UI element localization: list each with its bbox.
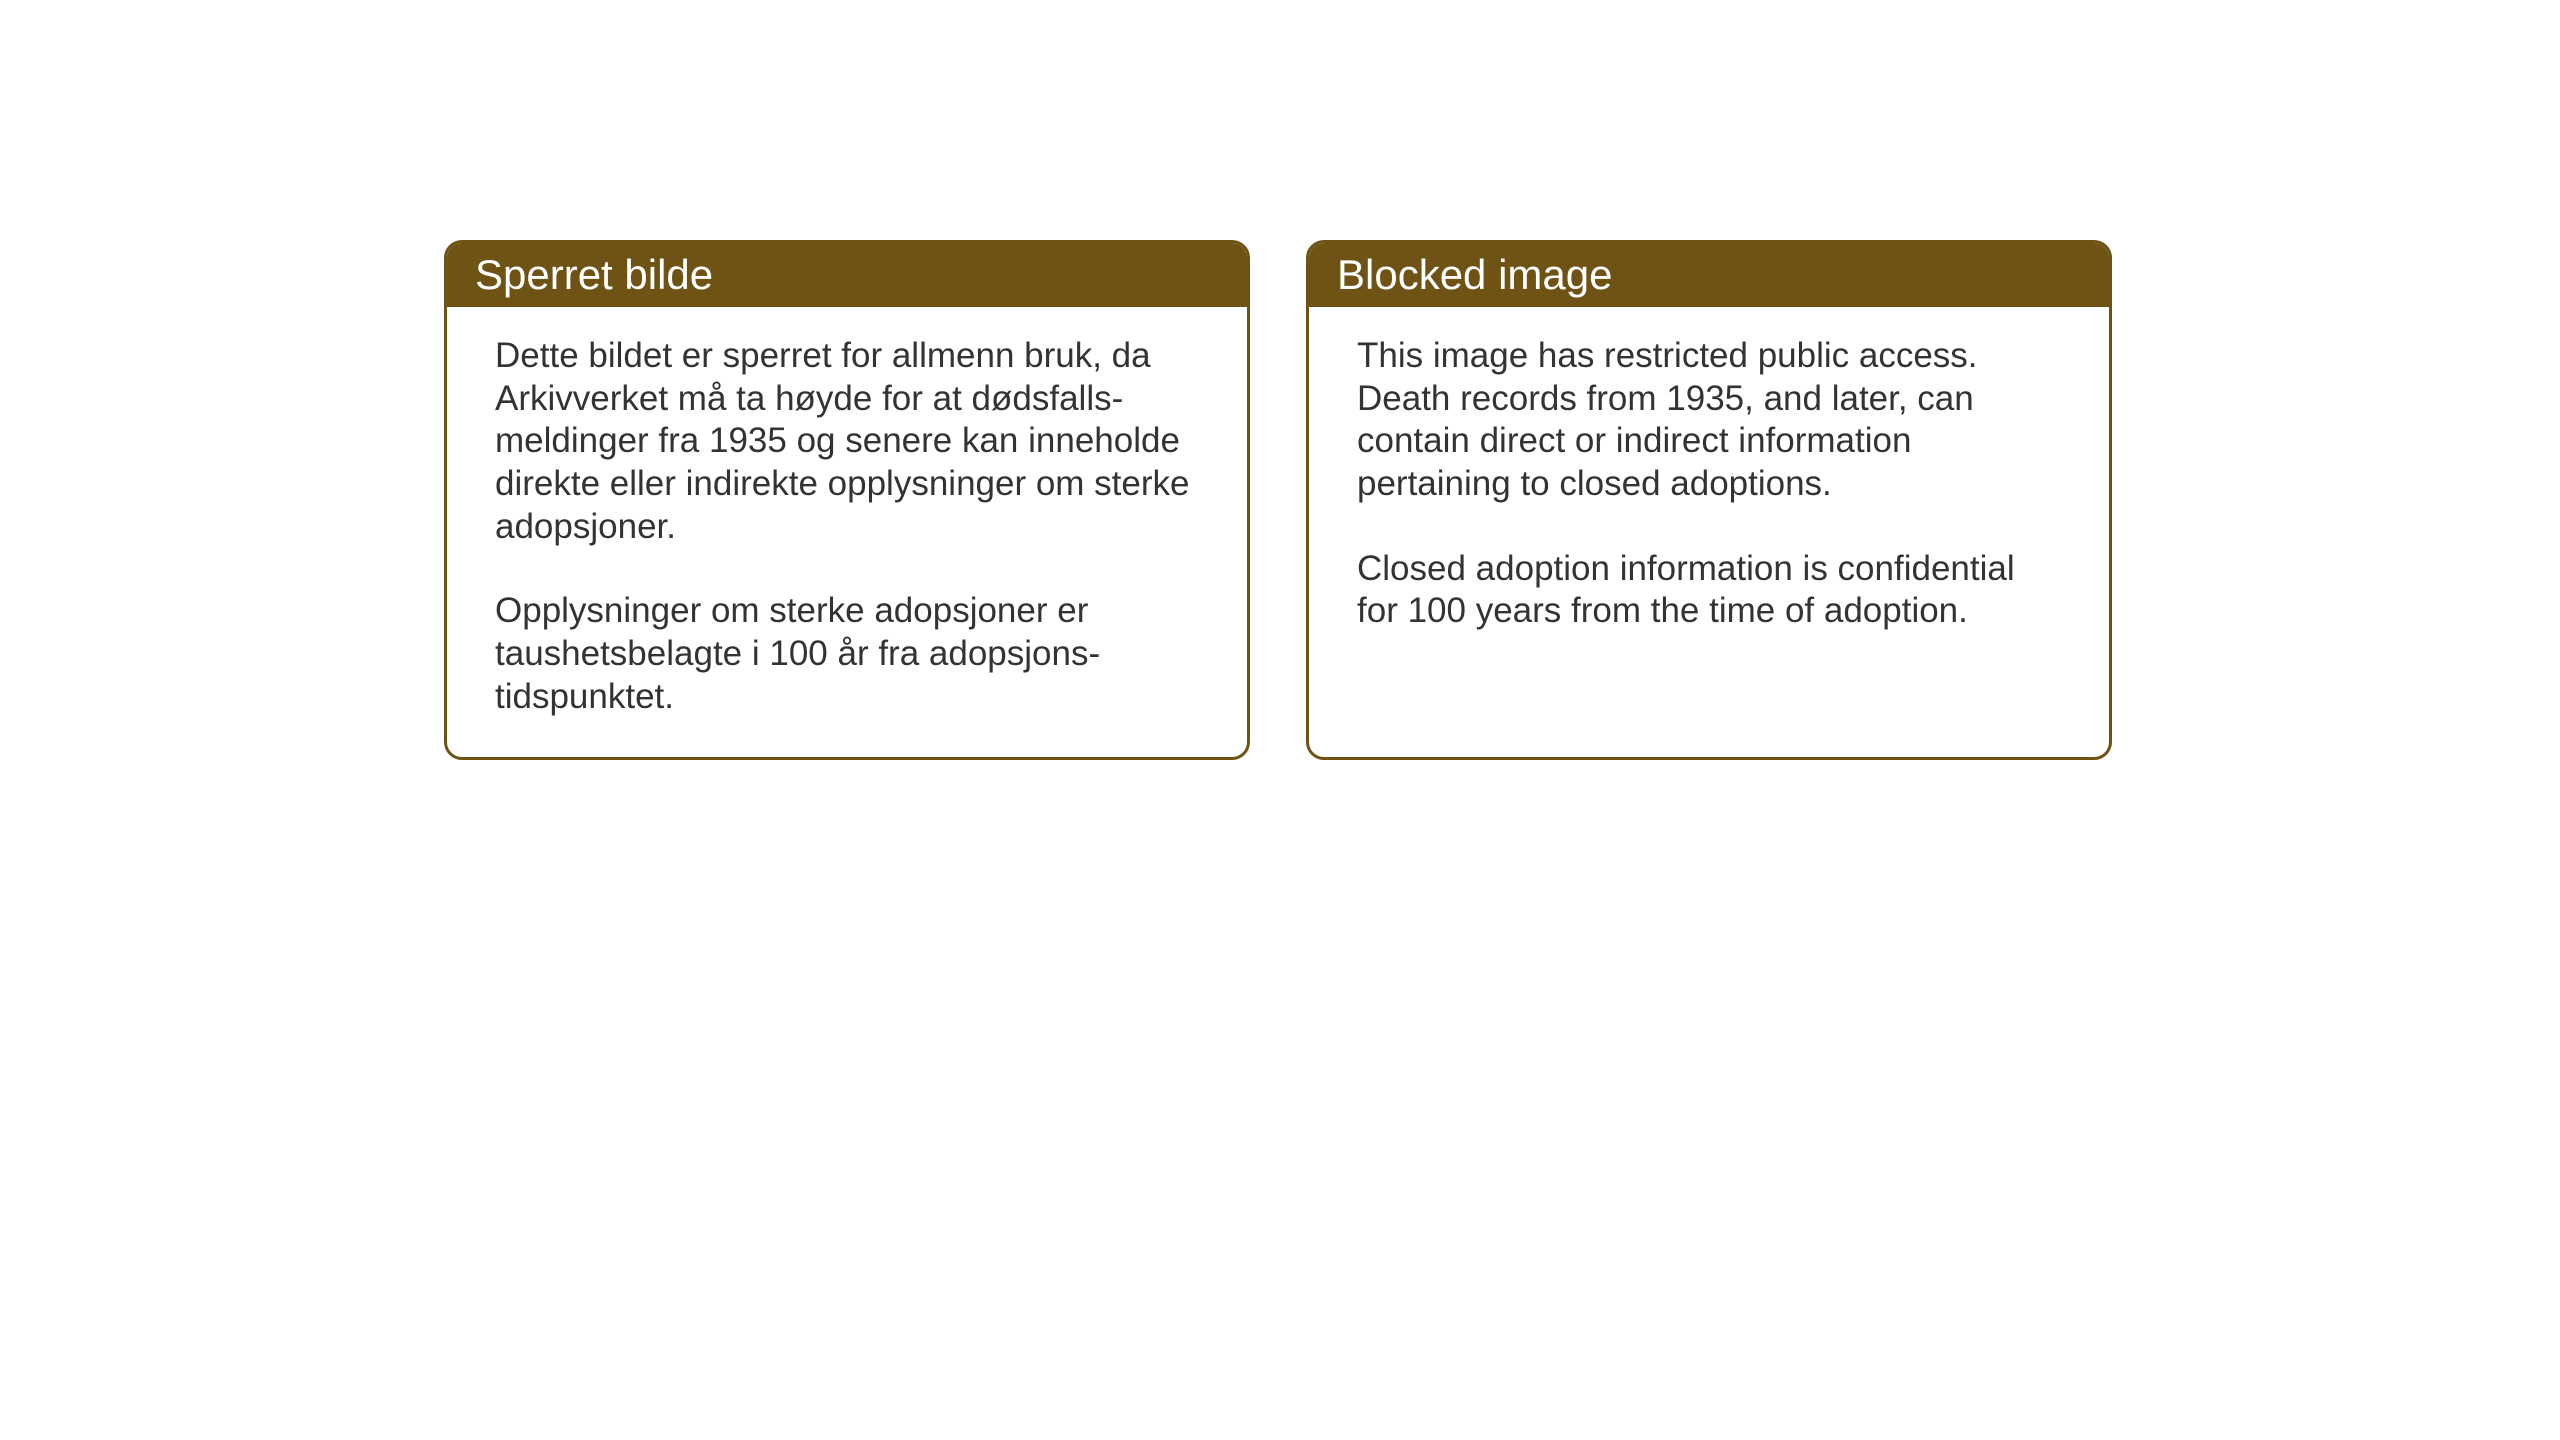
- card-norwegian: Sperret bilde Dette bildet er sperret fo…: [444, 240, 1250, 760]
- card-header-norwegian: Sperret bilde: [447, 243, 1247, 307]
- card-paragraph: Closed adoption information is confident…: [1357, 548, 2061, 633]
- card-title: Blocked image: [1337, 251, 1612, 298]
- card-body-norwegian: Dette bildet er sperret for allmenn bruk…: [447, 307, 1247, 757]
- cards-container: Sperret bilde Dette bildet er sperret fo…: [444, 240, 2112, 760]
- card-body-english: This image has restricted public access.…: [1309, 307, 2109, 671]
- card-paragraph: Dette bildet er sperret for allmenn bruk…: [495, 335, 1199, 548]
- card-title: Sperret bilde: [475, 251, 713, 298]
- card-english: Blocked image This image has restricted …: [1306, 240, 2112, 760]
- card-paragraph: This image has restricted public access.…: [1357, 335, 2061, 506]
- card-header-english: Blocked image: [1309, 243, 2109, 307]
- card-paragraph: Opplysninger om sterke adopsjoner er tau…: [495, 590, 1199, 718]
